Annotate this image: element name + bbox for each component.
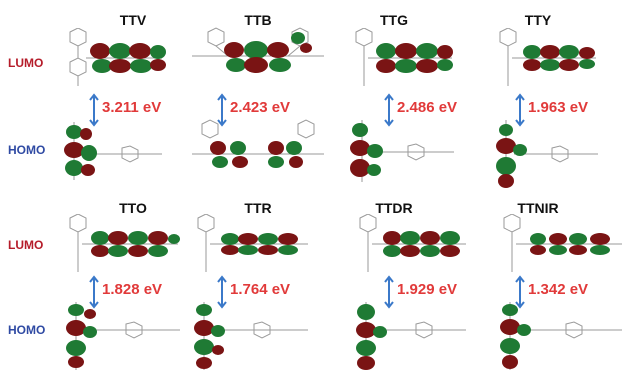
gap-arrow-ttdr — [384, 275, 394, 309]
orbital-lobes — [194, 304, 225, 369]
gap-value-tty: 1.963 eV — [528, 99, 589, 116]
gap-arrow-tto — [89, 275, 99, 309]
orbital-ttg-homo — [350, 120, 454, 182]
gap-arrow-ttg — [384, 93, 394, 127]
orbital-lobes — [91, 231, 180, 257]
orbital-lobes — [523, 45, 595, 71]
row-label-homo-1: HOMO — [8, 143, 46, 157]
orbital-ttv-homo — [64, 122, 162, 180]
orbital-lobes — [496, 124, 527, 188]
molecule-title-tty: TTY — [524, 12, 552, 28]
gap-arrow-ttnir — [515, 275, 525, 309]
orbital-ttv-lumo — [69, 28, 166, 86]
gap-arrow-ttr — [217, 275, 227, 309]
orbital-lobes — [210, 141, 303, 168]
molecule-title-ttdr: TTDR — [375, 200, 413, 216]
orbital-ttb-homo — [192, 119, 324, 168]
orbital-lobes — [350, 123, 383, 177]
row-label-homo-2: HOMO — [8, 323, 46, 337]
orbital-lobes — [376, 43, 453, 73]
orbital-lobes — [383, 231, 460, 257]
orbital-ttr-lumo — [197, 214, 308, 272]
orbital-tty-homo — [496, 120, 598, 188]
gap-arrow-ttb — [217, 93, 227, 127]
gap-value-ttg: 2.486 eV — [397, 99, 458, 116]
molecule-title-ttv: TTV — [119, 12, 147, 28]
row-label-lumo-1: LUMO — [8, 56, 44, 70]
gap-value-ttdr: 1.929 eV — [397, 281, 458, 298]
orbital-ttdr-lumo — [359, 214, 466, 272]
gap-value-ttb: 2.423 eV — [230, 99, 291, 116]
orbital-lobes — [530, 233, 610, 255]
gap-arrow-tty — [515, 93, 525, 127]
orbital-tto-lumo — [69, 214, 180, 272]
orbital-ttnir-lumo — [503, 214, 622, 272]
orbital-lobes — [66, 304, 97, 368]
orbital-ttnir-homo — [500, 302, 622, 370]
orbital-lobes — [224, 32, 312, 73]
gap-value-ttnir: 1.342 eV — [528, 281, 589, 298]
orbital-ttdr-homo — [356, 302, 466, 370]
row-label-lumo-2: LUMO — [8, 238, 44, 252]
molecule-title-tto: TTO — [119, 200, 147, 216]
molecule-title-ttnir: TTNIR — [517, 200, 559, 216]
gap-arrow-ttv — [89, 93, 99, 127]
gap-value-tto: 1.828 eV — [102, 281, 163, 298]
orbital-ttr-homo — [194, 302, 308, 370]
orbital-ttg-lumo — [355, 28, 453, 86]
orbital-lobes — [356, 304, 387, 370]
orbital-tto-homo — [66, 302, 180, 370]
molecule-title-ttr: TTR — [244, 200, 272, 216]
gap-value-ttv: 3.211 eV — [102, 99, 162, 116]
gap-value-ttr: 1.764 eV — [230, 281, 291, 298]
orbital-lobes — [90, 43, 166, 73]
molecule-title-ttg: TTG — [380, 12, 408, 28]
orbital-lobes — [64, 125, 97, 176]
orbital-lobes — [500, 304, 531, 369]
orbital-lobes — [221, 233, 298, 255]
molecule-skeleton — [509, 302, 622, 370]
molecule-title-ttb: TTB — [244, 12, 272, 28]
orbital-ttb-lumo — [192, 27, 324, 73]
orbital-tty-lumo — [499, 28, 596, 86]
